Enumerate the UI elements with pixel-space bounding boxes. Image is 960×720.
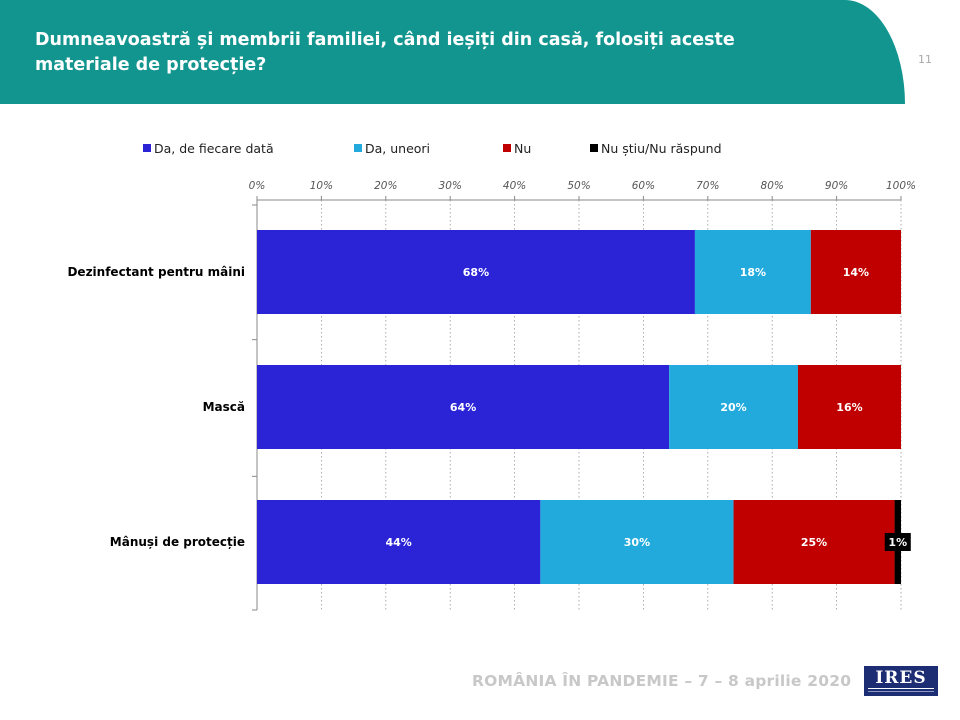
x-tick-label: 50%	[567, 180, 590, 192]
data-label: 14%	[843, 266, 869, 279]
bar-segment	[733, 500, 895, 584]
legend-swatch	[143, 144, 151, 152]
bar-segment	[257, 365, 670, 449]
data-label-box	[884, 533, 911, 551]
legend-swatch	[590, 144, 598, 152]
ires-logo: IRES	[864, 666, 938, 696]
x-tick-label: 0%	[249, 180, 266, 192]
footer-caption: ROMÂNIA ÎN PANDEMIE – 7 – 8 aprilie 2020	[472, 672, 852, 690]
page-number: 11	[918, 53, 932, 66]
data-label: 1%	[888, 536, 907, 549]
x-tick-label: 90%	[825, 180, 848, 192]
page-title: Dumneavoastră și membrii familiei, când …	[35, 30, 735, 75]
x-tick-label: 20%	[374, 180, 397, 192]
bar-segment	[810, 230, 901, 314]
x-tick-label: 80%	[761, 180, 784, 192]
legend-label: Da, uneori	[365, 141, 430, 156]
legend-label: Nu	[514, 141, 531, 156]
x-tick-label: 70%	[696, 180, 719, 192]
category-label: Mască	[203, 400, 245, 414]
legend-swatch	[354, 144, 362, 152]
data-label: 68%	[463, 266, 489, 279]
bar-segment	[797, 365, 901, 449]
logo-divider	[868, 688, 934, 689]
x-tick-label: 100%	[886, 180, 916, 192]
data-label: 18%	[740, 266, 766, 279]
logo-subtitle-line	[868, 691, 934, 692]
data-label: 20%	[720, 401, 746, 414]
x-tick-label: 40%	[503, 180, 526, 192]
logo-text: IRES	[875, 668, 927, 688]
legend-swatch	[503, 144, 511, 152]
bar-segment	[257, 500, 541, 584]
x-tick-label: 10%	[310, 180, 333, 192]
legend-label: Da, de fiecare dată	[154, 141, 274, 156]
x-tick-label: 30%	[439, 180, 462, 192]
legend-label: Nu știu/Nu răspund	[601, 141, 722, 156]
category-label: Dezinfectant pentru mâini	[67, 265, 245, 279]
bar-segment	[669, 365, 798, 449]
data-label: 25%	[801, 536, 827, 549]
data-label: 44%	[386, 536, 412, 549]
header-banner: Dumneavoastră și membrii familiei, când …	[0, 0, 905, 104]
category-label: Mânuși de protecție	[110, 535, 245, 549]
bar-segment	[257, 230, 695, 314]
bar-segment	[694, 230, 811, 314]
data-label: 30%	[624, 536, 650, 549]
x-tick-label: 60%	[632, 180, 655, 192]
data-label: 64%	[450, 401, 476, 414]
data-label: 16%	[836, 401, 862, 414]
bar-segment	[540, 500, 734, 584]
